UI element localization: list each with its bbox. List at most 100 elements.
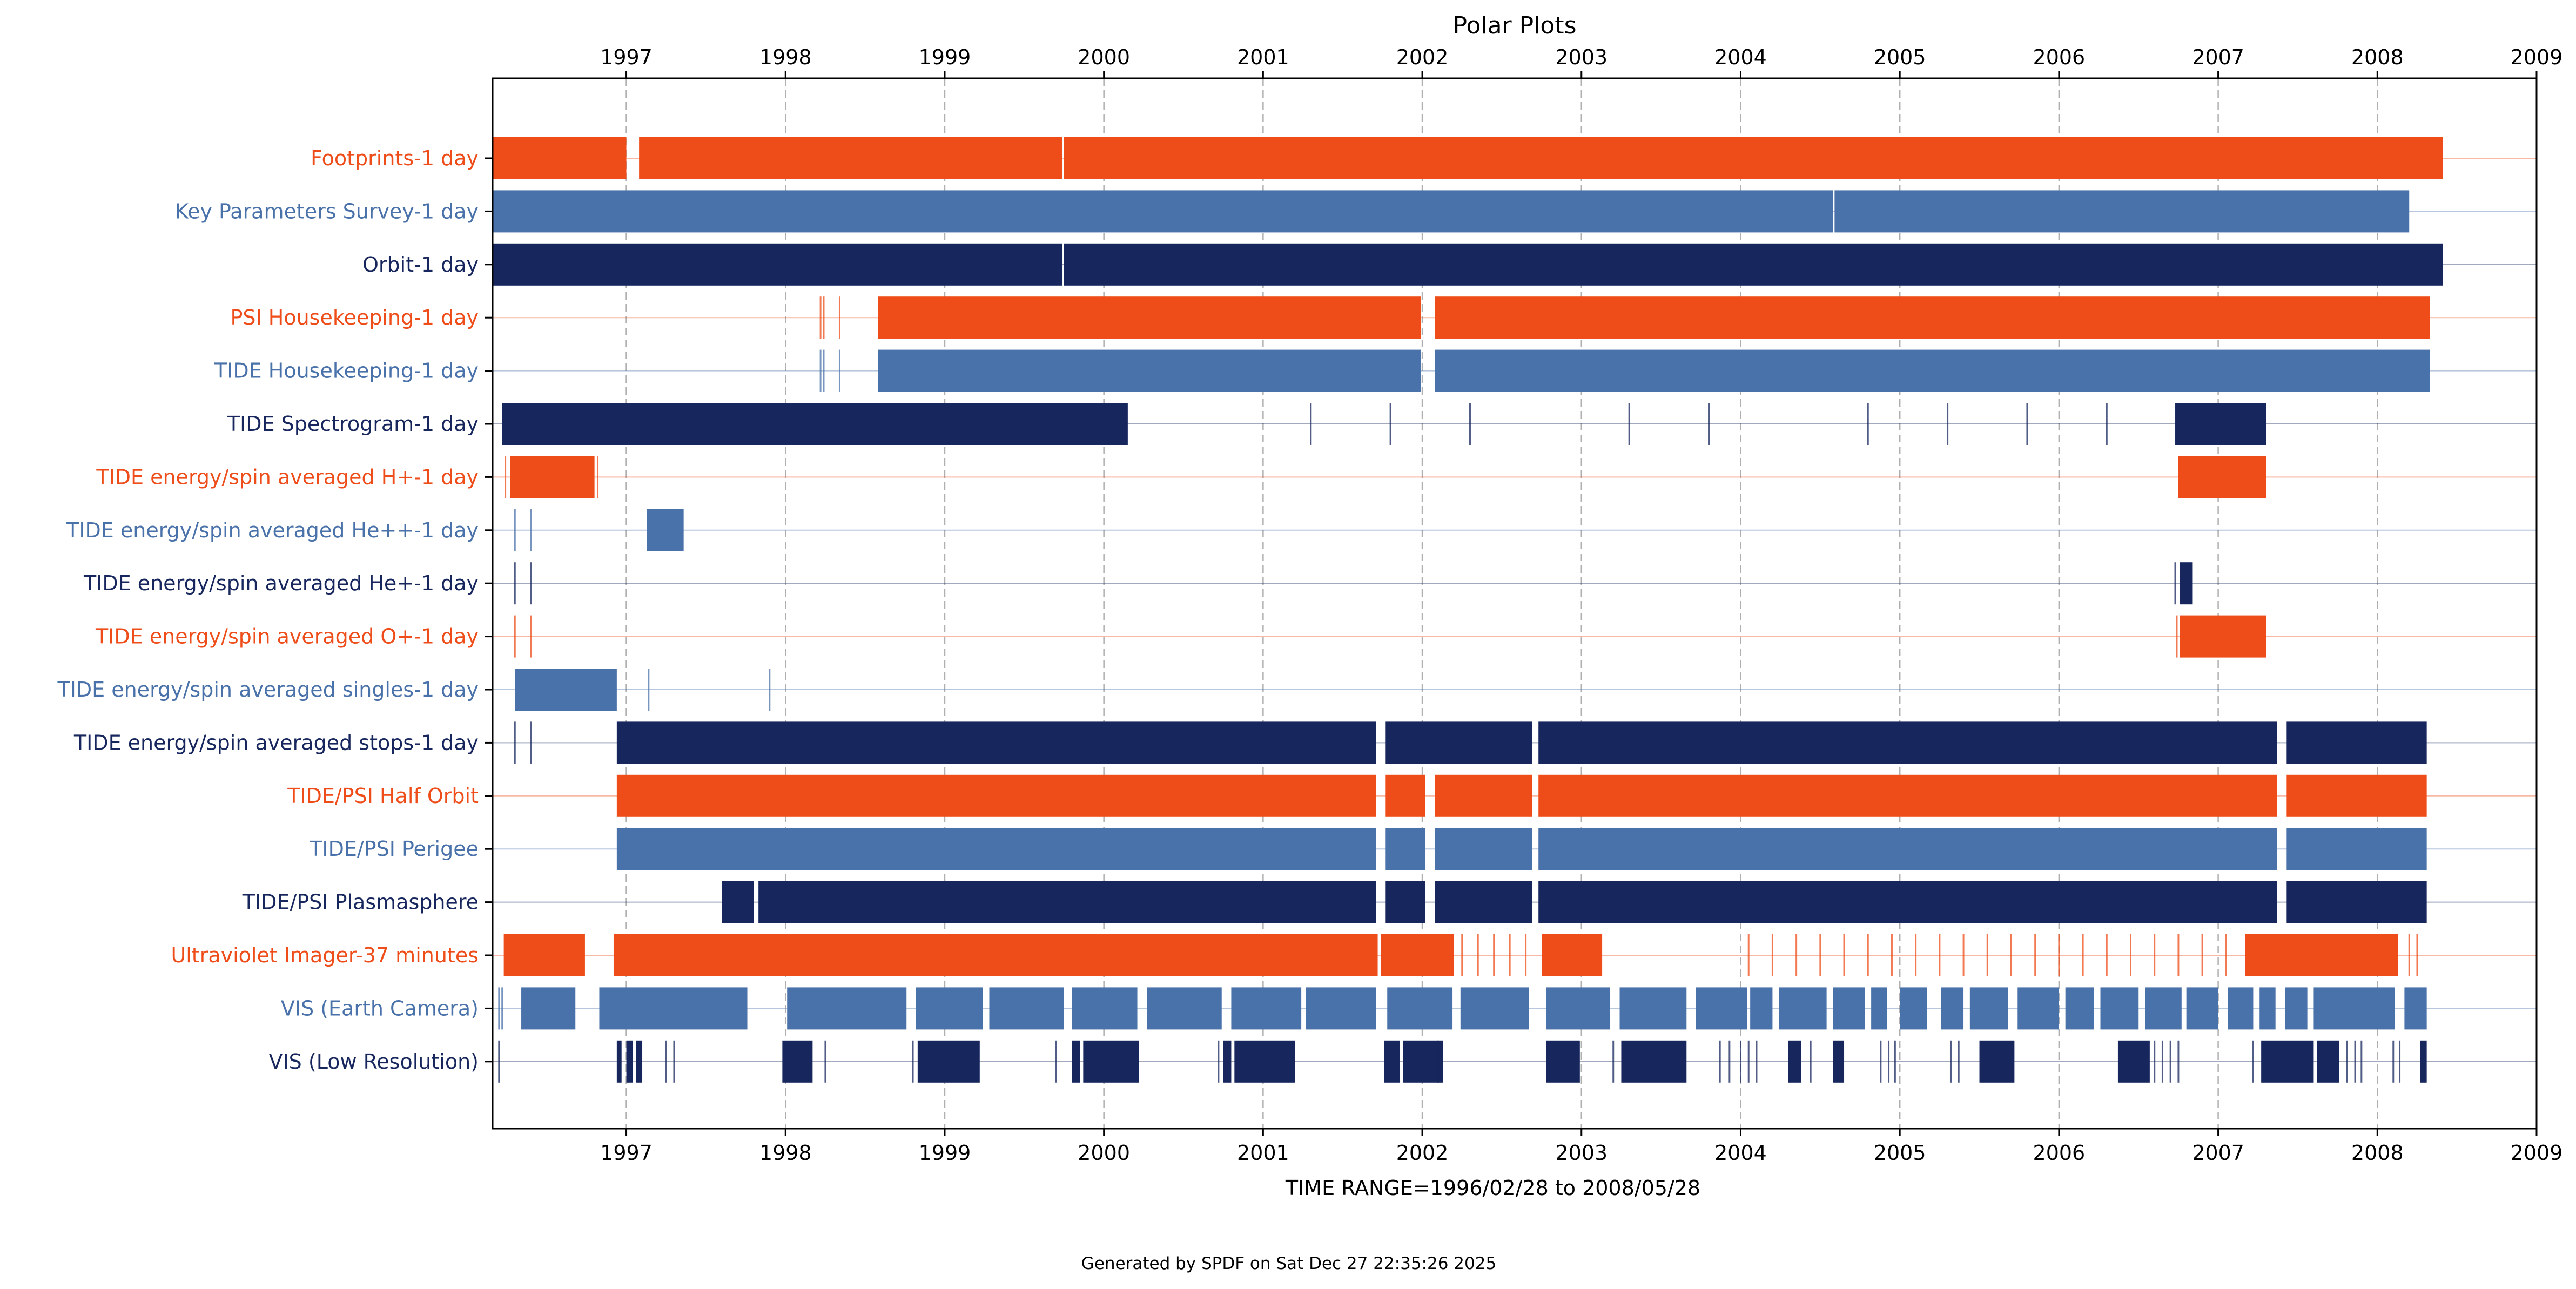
interval-bar (878, 349, 1421, 392)
timeline-rows (493, 137, 2537, 1083)
x-tick-label-top: 2009 (2511, 45, 2563, 69)
interval-tick (2408, 934, 2410, 976)
interval-bar (1546, 987, 1610, 1030)
interval-bar (1385, 774, 1425, 817)
x-tick-label-bottom: 1998 (759, 1141, 812, 1165)
interval-bar (1619, 987, 1687, 1030)
interval-bar (2286, 881, 2427, 923)
interval-tick (2130, 934, 2132, 976)
interval-tick (530, 509, 532, 551)
interval-tick (819, 349, 822, 392)
row-label: TIDE energy/spin averaged stops-1 day (73, 731, 479, 754)
interval-bar (2313, 987, 2395, 1030)
row-label: TIDE/PSI Plasmasphere (242, 890, 479, 914)
interval-bar (1779, 987, 1827, 1030)
interval-tick (838, 296, 840, 339)
row-15 (493, 881, 2537, 923)
interval-bar (1542, 934, 1603, 976)
interval-tick (530, 615, 532, 658)
row-label: TIDE energy/spin averaged He+-1 day (83, 571, 479, 595)
row-9 (493, 562, 2537, 605)
x-tick-label-bottom: 2000 (1078, 1141, 1130, 1165)
interval-tick (1389, 403, 1391, 445)
row-label: TIDE energy/spin averaged He++-1 day (66, 518, 479, 542)
interval-bar (2186, 987, 2218, 1030)
interval-tick (2058, 934, 2060, 976)
interval-tick (1867, 403, 1869, 445)
row-11 (493, 669, 2537, 711)
interval-bar (613, 934, 1378, 976)
interval-tick (673, 1040, 675, 1083)
interval-tick (1880, 1040, 1882, 1083)
interval-bar (2175, 403, 2266, 445)
interval-tick (2225, 934, 2227, 976)
interval-tick (665, 1040, 667, 1083)
interval-tick (530, 562, 532, 605)
interval-tick (1819, 934, 1821, 976)
interval-bar (1538, 828, 2277, 870)
interval-bar (1941, 987, 1964, 1030)
interval-bar (916, 987, 983, 1030)
interval-bar (1231, 987, 1302, 1030)
interval-tick (2026, 403, 2028, 445)
axis-ticks: 1997 1997 1998 1998 1999 1999 2000 2000 2001 2001… (600, 45, 2562, 1165)
interval-bar (636, 1040, 643, 1083)
row-2 (493, 190, 2537, 233)
x-tick-label-bottom: 2009 (2511, 1141, 2563, 1165)
interval-bar (510, 456, 595, 498)
x-tick-label-bottom: 1999 (919, 1141, 971, 1165)
interval-bar (616, 721, 1376, 764)
interval-bar (1979, 1040, 2015, 1083)
x-tick-label-bottom: 2007 (2192, 1141, 2244, 1165)
x-tick-label-bottom: 2002 (1396, 1141, 1449, 1165)
x-tick-label-top: 2000 (1078, 45, 1130, 69)
interval-bar (2228, 987, 2254, 1030)
interval-tick (1747, 934, 1750, 976)
interval-bar (1900, 987, 1927, 1030)
interval-bar (515, 669, 617, 711)
row-5 (493, 349, 2537, 392)
row-label: TIDE energy/spin averaged O+-1 day (95, 625, 479, 649)
interval-bar (493, 137, 627, 179)
row-label: TIDE Spectrogram-1 day (227, 412, 479, 436)
interval-tick (2161, 1040, 2163, 1083)
interval-bar (1072, 1040, 1080, 1083)
x-tick-label-top: 2008 (2351, 45, 2404, 69)
interval-bar (1385, 828, 1425, 870)
row-14 (493, 828, 2537, 870)
interval-bar (1072, 987, 1138, 1030)
interval-bar (1833, 1040, 1845, 1083)
x-tick-label-top: 1999 (919, 45, 971, 69)
interval-tick (2106, 934, 2108, 976)
row-13 (493, 774, 2537, 817)
x-tick-label-bottom: 2005 (1874, 1141, 1926, 1165)
interval-tick (2106, 403, 2108, 445)
interval-tick (1628, 403, 1630, 445)
interval-tick (2082, 934, 2084, 976)
x-tick-label-top: 2005 (1874, 45, 1926, 69)
interval-bar (782, 1040, 813, 1083)
interval-tick (1756, 1040, 1758, 1083)
row-label: TIDE Housekeeping-1 day (214, 359, 479, 383)
interval-bar (1538, 774, 2277, 817)
interval-bar (493, 190, 1833, 233)
interval-tick (2177, 1040, 2180, 1083)
interval-bar (2420, 1040, 2427, 1083)
interval-tick (1739, 1040, 1741, 1083)
interval-bar (787, 987, 907, 1030)
x-tick-label-bottom: 2004 (1714, 1141, 1767, 1165)
interval-tick (1728, 1040, 1731, 1083)
interval-bar (1546, 1040, 1580, 1083)
interval-tick (1525, 934, 1527, 976)
interval-bar (1969, 987, 2008, 1030)
interval-bar (2317, 1040, 2339, 1083)
interval-bar (2180, 562, 2193, 605)
interval-tick (1949, 1040, 1952, 1083)
interval-bar (1306, 987, 1376, 1030)
interval-bar (2117, 1040, 2150, 1083)
interval-bar (1381, 934, 1455, 976)
interval-bar (2065, 987, 2094, 1030)
plot-frame (492, 77, 2538, 1130)
row-label: VIS (Earth Camera) (281, 996, 479, 1020)
interval-tick (1509, 934, 1511, 976)
